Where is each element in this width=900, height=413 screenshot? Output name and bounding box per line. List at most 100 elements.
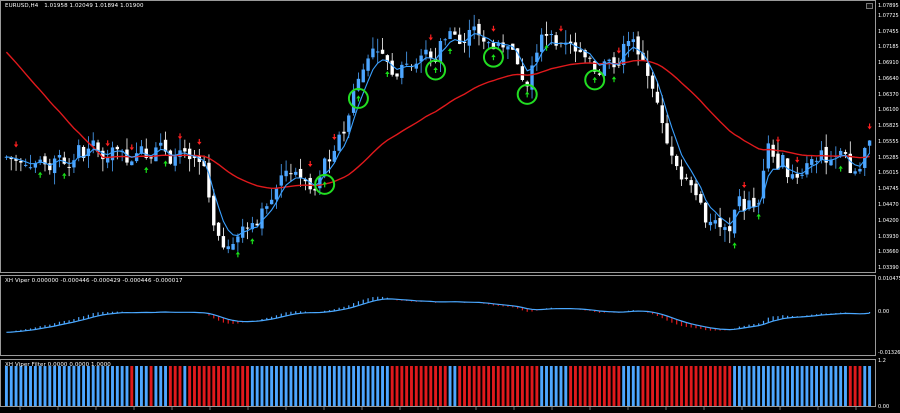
- slow-moving-average-line: [5, 51, 870, 190]
- candle-body: [554, 35, 558, 46]
- candle-body: [294, 171, 298, 175]
- candle-body: [96, 142, 100, 153]
- filter-bar: [48, 366, 52, 406]
- filter-bar: [824, 366, 828, 406]
- candle-body: [448, 31, 452, 40]
- candle-body: [303, 179, 308, 182]
- filter-bar: [58, 366, 61, 406]
- filter-bar: [337, 366, 341, 406]
- candle-body: [810, 159, 814, 165]
- filter-bar: [482, 366, 486, 406]
- filter-bar: [771, 366, 775, 406]
- candle-body: [48, 163, 52, 171]
- price-tick-label: 1.07185: [878, 44, 899, 51]
- sell-arrow-icon: [558, 25, 564, 32]
- chart-shift-button[interactable]: [866, 3, 873, 9]
- filter-bar: [554, 366, 558, 406]
- price-tick-label: 1.07725: [878, 12, 899, 19]
- filter-bar: [501, 366, 505, 406]
- candle-body: [530, 65, 534, 90]
- filter-bar: [332, 366, 336, 406]
- candle-body: [723, 227, 727, 230]
- price-chart-canvas[interactable]: [1, 1, 876, 273]
- candle-body: [848, 153, 852, 174]
- filter-bar: [101, 366, 105, 406]
- price-tick-label: 1.05285: [878, 154, 899, 161]
- filter-bar: [733, 366, 737, 406]
- candle-body: [110, 147, 115, 161]
- candle-body: [853, 171, 857, 174]
- candle-body: [838, 150, 843, 157]
- filter-bar: [43, 366, 47, 406]
- filter-bar: [106, 366, 110, 406]
- price-tick-label: 1.05555: [878, 139, 899, 146]
- oscillator-canvas[interactable]: [1, 276, 876, 356]
- candle-body: [549, 34, 554, 36]
- filter-bar: [376, 366, 380, 406]
- filter-bar: [193, 366, 196, 406]
- filter-bar: [410, 366, 413, 406]
- candle-body: [105, 157, 110, 163]
- candle-body: [77, 145, 81, 158]
- candle-body: [419, 55, 423, 62]
- price-axis: 1.07895 1.07725 1.07455 1.07185 1.06910 1.066…: [876, 0, 900, 273]
- filter-tick-label: 0.00: [878, 404, 890, 410]
- filter-bar: [858, 366, 862, 406]
- candle-body: [376, 51, 380, 53]
- sell-arrow-icon: [177, 133, 183, 140]
- filter-bar: [159, 366, 163, 406]
- filter-bar: [675, 366, 679, 406]
- candle-body: [573, 42, 578, 52]
- candle-body: [173, 156, 177, 166]
- buy-arrow-icon: [756, 213, 761, 220]
- filter-bar: [33, 366, 37, 406]
- candle-body: [781, 155, 785, 168]
- candle-body: [236, 236, 240, 243]
- filter-bar: [834, 366, 838, 406]
- filter-bar: [723, 366, 727, 406]
- candle-body: [593, 61, 597, 72]
- filter-bar: [173, 366, 177, 406]
- candle-body: [414, 63, 418, 69]
- candle-body: [33, 163, 38, 168]
- filter-bar: [573, 366, 577, 406]
- candle-body: [482, 37, 486, 42]
- filter-bar: [139, 366, 143, 406]
- price-tick-label: 1.06910: [878, 60, 899, 67]
- sell-arrow-icon: [795, 156, 800, 163]
- filter-canvas[interactable]: [1, 360, 876, 407]
- filter-bar: [612, 366, 616, 406]
- price-tick-label: 1.06100: [878, 107, 899, 114]
- candle-body: [805, 163, 809, 175]
- candle-body: [43, 156, 47, 165]
- candle-body: [713, 220, 717, 224]
- filter-bar: [212, 366, 216, 406]
- filter-pane[interactable]: XH Viper Filter 0.0000 0.0000 1.0000: [0, 359, 876, 407]
- candle-body: [515, 48, 520, 65]
- price-tick-label: 1.04470: [878, 202, 899, 209]
- candle-body: [154, 147, 158, 162]
- filter-bar: [458, 366, 462, 406]
- candle-body: [583, 50, 587, 58]
- filter-bar: [289, 366, 293, 406]
- filter-bar: [328, 366, 331, 406]
- candle-body: [149, 157, 153, 159]
- oscillator-tick-label: 0.00: [878, 308, 890, 315]
- filter-bar: [868, 366, 872, 406]
- oscillator-pane[interactable]: XH Viper 0.000000 -0.000446 -0.000429 -0…: [0, 275, 876, 356]
- candle-body: [506, 46, 510, 50]
- filter-bar: [713, 366, 717, 406]
- sell-arrow-icon: [428, 34, 433, 41]
- filter-bar: [829, 366, 833, 406]
- filter-bar: [781, 366, 785, 406]
- filter-bar: [665, 366, 669, 406]
- candle-body: [342, 131, 346, 134]
- filter-bar: [231, 366, 235, 406]
- candle-body: [641, 52, 645, 61]
- candle-body: [867, 140, 872, 146]
- price-chart-pane[interactable]: EURUSD,H4 1.01958 1.02049 1.01894 1.0190…: [0, 0, 876, 273]
- candle-body: [665, 123, 669, 144]
- filter-bar: [323, 366, 327, 406]
- filter-bar: [4, 366, 8, 406]
